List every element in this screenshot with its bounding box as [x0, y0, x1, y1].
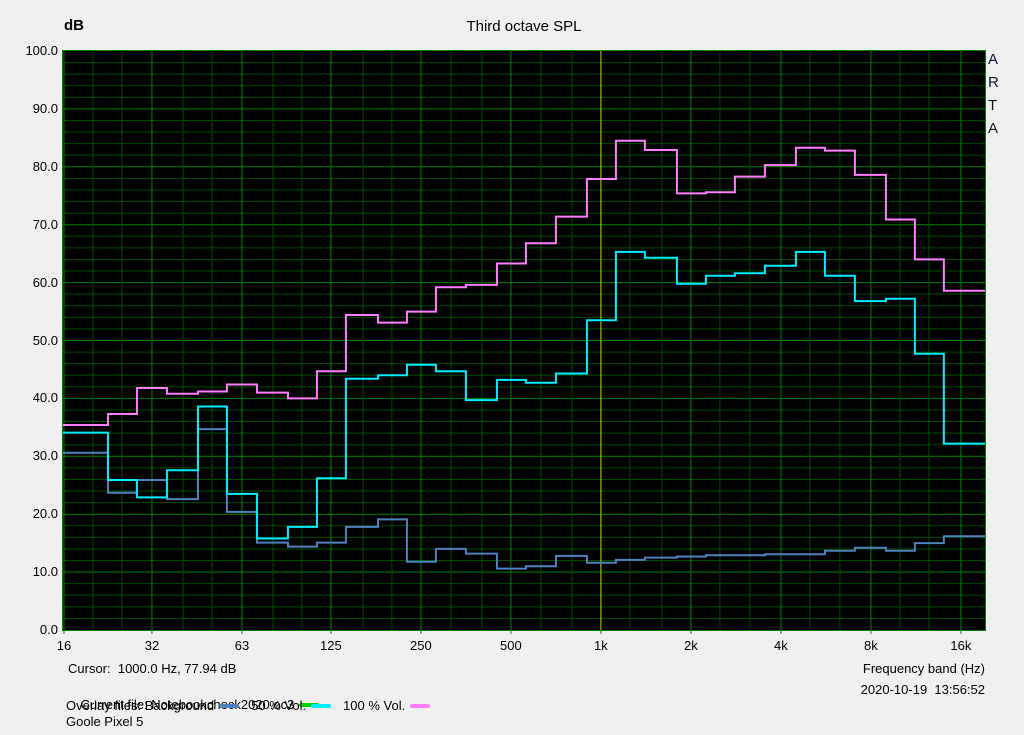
y-tick-label: 60.0: [32, 274, 58, 290]
overlay-item-label: 100 % Vol.: [343, 698, 406, 713]
x-tick-label: 4k: [774, 638, 788, 653]
series-100-vol-: [63, 139, 985, 426]
overlay-item-swatch: [219, 703, 240, 708]
y-tick-label: 30.0: [32, 448, 58, 464]
x-tick-label: 16: [56, 638, 72, 653]
overlay-item-label: 50 % Vol.: [251, 698, 307, 713]
current-file-row: Current file: Notebookcheck2020.oc3: [66, 682, 320, 727]
x-tick-label: 32: [144, 638, 160, 653]
y-tick-label: 90.0: [32, 100, 58, 116]
timestamp: 2020-10-19 13:56:52: [860, 682, 985, 697]
x-tick-label: 8k: [864, 638, 878, 653]
y-tick-label: 70.0: [32, 216, 58, 232]
x-tick-label: 16k: [950, 638, 972, 653]
y-tick-label: 20.0: [32, 506, 58, 522]
overlay-item-swatch: [311, 703, 332, 708]
x-tick-label: 250: [410, 638, 432, 653]
x-axis-title: Frequency band (Hz): [862, 661, 985, 676]
y-axis-unit-label: dB: [64, 17, 84, 34]
brand-letter: A: [988, 120, 999, 137]
x-tick-label: 2k: [684, 638, 698, 653]
current-file-label: Current file: Notebookcheck2020.oc3: [80, 697, 295, 712]
device-name: Goole Pixel 5: [66, 714, 144, 729]
chart-title: Third octave SPL: [466, 18, 582, 35]
y-tick-label: 50.0: [32, 332, 58, 348]
y-tick-label: 0.0: [39, 622, 58, 637]
x-tick-label: 1k: [594, 638, 608, 653]
x-tick-label: 63: [234, 638, 250, 653]
y-tick-label: 40.0: [32, 390, 58, 406]
overlay-item-label: Background: [144, 698, 215, 713]
overlay-files-row: Overlay files: Background 50 % Vol. 100 % …: [66, 698, 431, 713]
x-tick-label: 125: [320, 638, 342, 653]
series-background: [63, 428, 985, 570]
brand-letter: R: [988, 74, 999, 91]
y-tick-label: 10.0: [32, 564, 58, 580]
y-tick-label: 100.0: [25, 43, 58, 58]
cursor-readout: Cursor: 1000.0 Hz, 77.94 dB: [68, 661, 237, 676]
y-tick-label: 80.0: [32, 158, 58, 174]
series-50-vol-: [63, 250, 985, 540]
overlay-item-swatch: [410, 703, 431, 708]
overlay-files-label: Overlay files:: [66, 698, 145, 713]
plot-border: [62, 50, 986, 631]
brand-letter: A: [988, 51, 999, 68]
current-file-swatch: [299, 702, 320, 707]
brand-letter: T: [988, 97, 998, 114]
x-tick-label: 500: [500, 638, 522, 653]
